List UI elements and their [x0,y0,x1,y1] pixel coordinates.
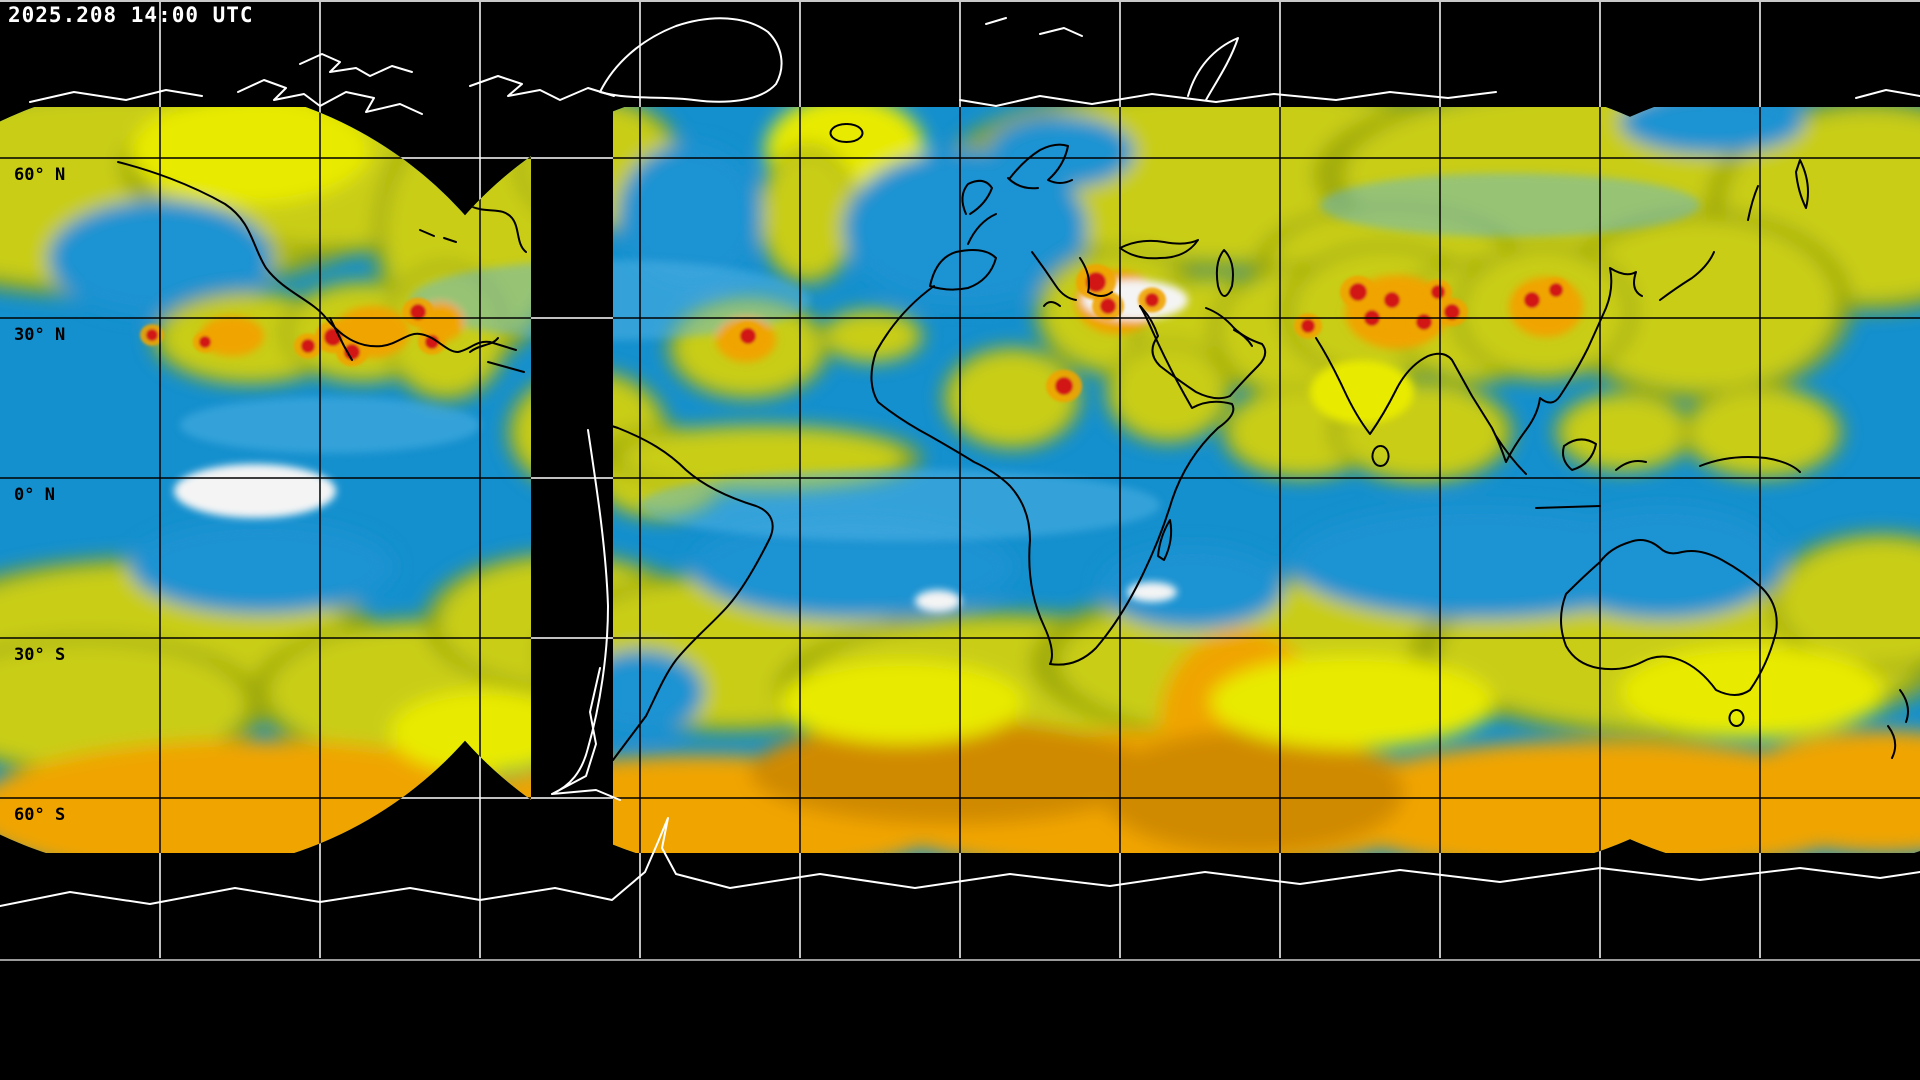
timestamp: 2025.208 14:00 UTC [8,3,254,27]
legend-panel: 1801902002102202302402502602702802903003… [0,961,1920,1080]
map-legend-separator [0,959,1920,961]
map-area: 60° N 30° N 0° N 30° S 60° S 2025.208 14:00 … [0,0,1920,958]
lat-label: 60° S [14,805,65,825]
lat-label: 60° N [14,165,65,185]
water-vapor-map: 60° N 30° N 0° N 30° S 60° S [0,0,1920,958]
graticule-data [0,0,1920,958]
coastlines-over-void [0,17,1920,907]
coastlines-over-data [117,123,1909,761]
no-data-stripe [531,107,613,853]
top-border [0,0,1920,2]
lat-label: 30° S [14,645,65,665]
latitude-labels: 60° N 30° N 0° N 30° S 60° S [14,165,65,825]
convection-spots [140,264,1570,403]
lat-label: 30° N [14,325,65,345]
moisture-blobs [0,107,1920,853]
graticule-stripe [531,157,613,799]
lat-label: 0° N [14,485,55,505]
